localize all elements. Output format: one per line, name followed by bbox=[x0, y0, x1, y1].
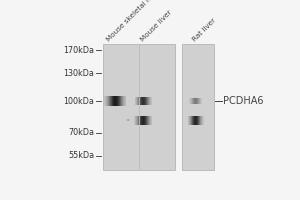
Text: 170kDa: 170kDa bbox=[64, 46, 94, 55]
Text: 70kDa: 70kDa bbox=[68, 128, 94, 137]
Bar bbox=[103, 44, 175, 170]
Text: Rat liver: Rat liver bbox=[191, 17, 217, 42]
Text: 100kDa: 100kDa bbox=[64, 97, 94, 106]
Text: PCDHA6: PCDHA6 bbox=[224, 96, 264, 106]
Text: 55kDa: 55kDa bbox=[68, 151, 94, 160]
Text: Mouse liver: Mouse liver bbox=[139, 9, 172, 42]
Text: Mouse skeletal muscle: Mouse skeletal muscle bbox=[105, 0, 167, 42]
Bar bbox=[182, 44, 214, 170]
Text: 130kDa: 130kDa bbox=[64, 69, 94, 78]
